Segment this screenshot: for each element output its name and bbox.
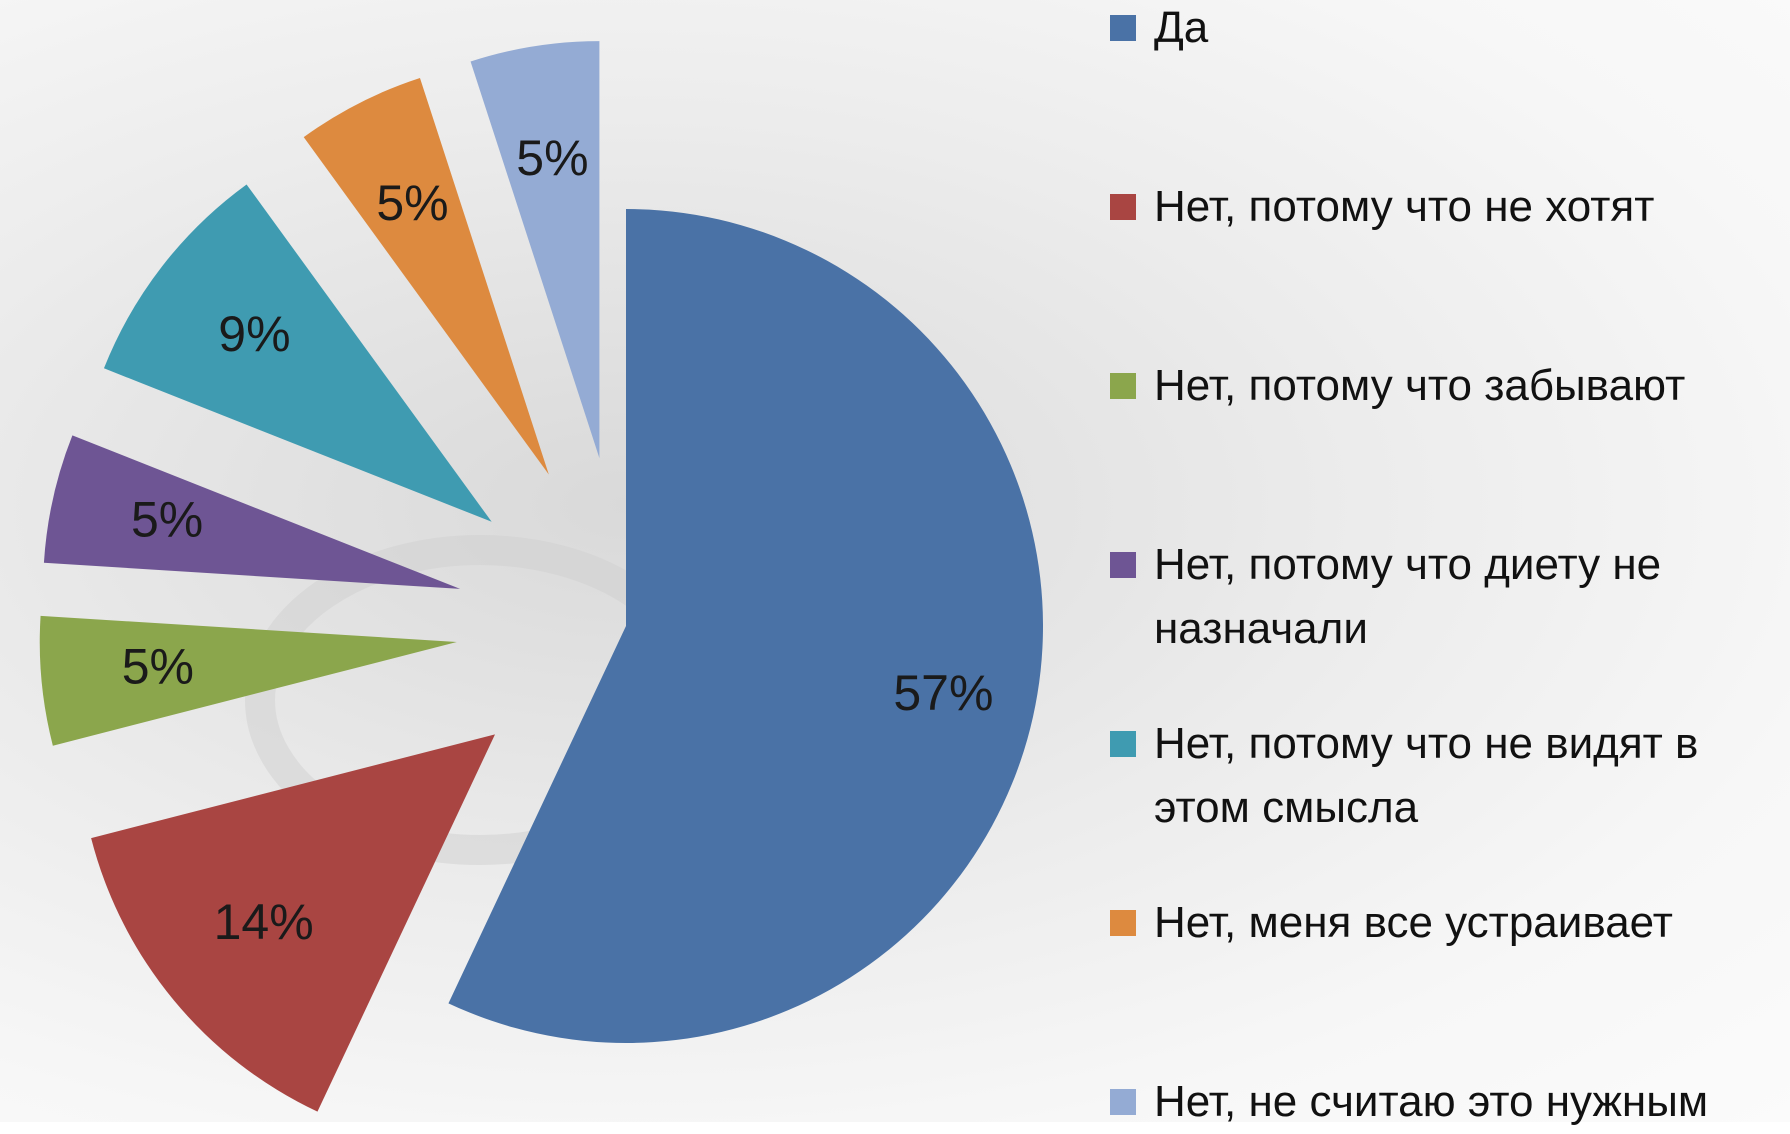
legend-label: Нет, не считаю это нужным bbox=[1154, 1077, 1709, 1126]
legend-entry: Нет, потому что забывают bbox=[1110, 354, 1770, 418]
legend-label: Да bbox=[1154, 3, 1209, 52]
legend-label: Нет, потому что диету не назначали bbox=[1154, 540, 1662, 653]
legend-entry: Нет, не считаю это нужным bbox=[1110, 1070, 1770, 1134]
legend-label: Нет, потому что не хотят bbox=[1154, 182, 1655, 231]
legend-entry: Нет, потому что не хотят bbox=[1110, 175, 1770, 239]
legend-entry: Нет, потому что диету не назначали bbox=[1110, 533, 1770, 661]
data-label: 9% bbox=[218, 306, 290, 362]
data-label: 5% bbox=[516, 130, 588, 186]
pie-slice bbox=[39, 615, 457, 746]
legend-label: Нет, потому что не видят в этом смысла bbox=[1154, 719, 1699, 832]
data-label: 5% bbox=[122, 638, 194, 694]
data-label: 57% bbox=[893, 665, 993, 721]
legend-label: Нет, меня все устраивает bbox=[1154, 898, 1673, 947]
legend-entry: Нет, меня все устраивает bbox=[1110, 891, 1770, 955]
legend-swatch bbox=[1110, 731, 1136, 757]
data-label: 5% bbox=[131, 492, 203, 548]
legend-entry: Да bbox=[1110, 0, 1770, 60]
legend-swatch bbox=[1110, 552, 1136, 578]
legend-swatch bbox=[1110, 910, 1136, 936]
pie-slice bbox=[448, 209, 1043, 1043]
legend-label: Нет, потому что забывают bbox=[1154, 361, 1686, 410]
pie-slice bbox=[43, 435, 461, 589]
data-label: 14% bbox=[214, 894, 314, 950]
pie-slice bbox=[303, 77, 549, 475]
pie-slice bbox=[470, 41, 600, 459]
legend-entry: Нет, потому что не видят в этом смысла bbox=[1110, 712, 1770, 840]
legend-swatch bbox=[1110, 194, 1136, 220]
pie-slice bbox=[103, 184, 492, 522]
data-label: 5% bbox=[376, 175, 448, 231]
legend-swatch bbox=[1110, 373, 1136, 399]
legend-swatch bbox=[1110, 15, 1136, 41]
pie-slice bbox=[91, 734, 496, 1112]
legend-swatch bbox=[1110, 1089, 1136, 1115]
